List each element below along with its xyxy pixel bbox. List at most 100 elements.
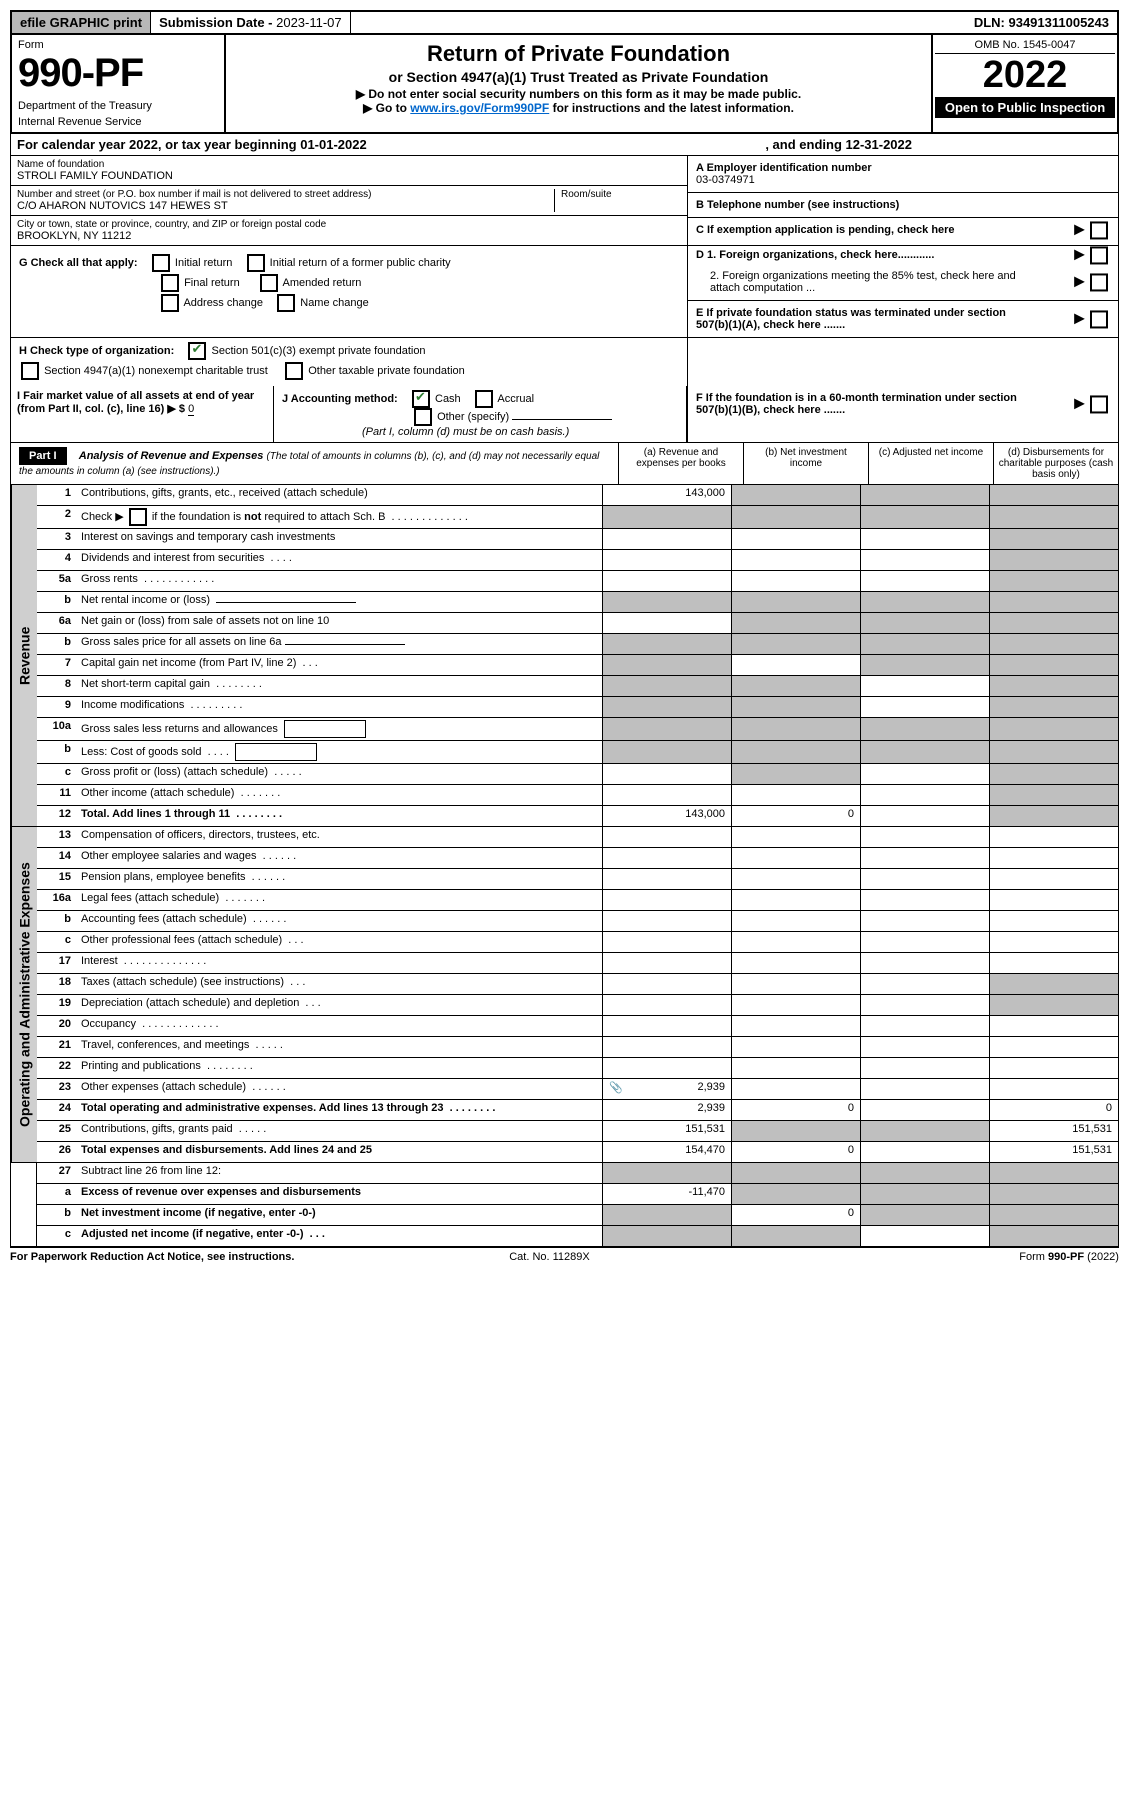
line-desc: Other employee salaries and wages . . . … — [77, 848, 602, 868]
row-11: 11 Other income (attach schedule) . . . … — [37, 785, 1118, 806]
g-address-checkbox[interactable] — [161, 294, 179, 312]
line-desc: Total. Add lines 1 through 11 . . . . . … — [77, 806, 602, 826]
revenue-section: Revenue 1 Contributions, gifts, grants, … — [10, 485, 1119, 827]
g-initial-checkbox[interactable] — [152, 254, 170, 272]
col-b: 0 — [731, 806, 860, 826]
col-a — [602, 848, 731, 868]
form-number: 990-PF — [18, 51, 218, 96]
row-24: 24 Total operating and administrative ex… — [37, 1100, 1118, 1121]
line27-section: 27 Subtract line 26 from line 12: a Exce… — [10, 1163, 1119, 1247]
omb-number: OMB No. 1545-0047 — [935, 37, 1115, 54]
col-a — [602, 613, 731, 633]
instruction-1: ▶ Do not enter social security numbers o… — [232, 87, 925, 101]
line-desc: Check ▶ if the foundation is not require… — [77, 506, 602, 528]
col-a — [602, 995, 731, 1015]
row-10c: c Gross profit or (loss) (attach schedul… — [37, 764, 1118, 785]
col-a: 📎 2,939 — [602, 1079, 731, 1099]
footer-left: For Paperwork Reduction Act Notice, see … — [10, 1251, 294, 1263]
row-16c: c Other professional fees (attach schedu… — [37, 932, 1118, 953]
g-name-checkbox[interactable] — [277, 294, 295, 312]
submission-date-label: Submission Date - — [159, 15, 276, 30]
col-a — [602, 529, 731, 549]
phone-label: B Telephone number (see instructions) — [696, 199, 899, 211]
j-other-checkbox[interactable] — [414, 408, 432, 426]
instr2-pre: ▶ Go to — [363, 101, 410, 115]
h-4947-checkbox[interactable] — [21, 362, 39, 380]
c-checkbox[interactable] — [1090, 222, 1108, 240]
schb-checkbox[interactable] — [129, 508, 147, 526]
col-d — [989, 869, 1118, 889]
col-b — [731, 1121, 860, 1141]
cal-year-begin: For calendar year 2022, or tax year begi… — [17, 137, 367, 152]
col-c — [860, 592, 989, 612]
g-initial-former: Initial return of a former public charit… — [270, 257, 451, 269]
arrow-icon: ▶ — [1074, 394, 1085, 410]
col-d — [989, 592, 1118, 612]
form-title: Return of Private Foundation — [232, 41, 925, 67]
col-c — [860, 634, 989, 654]
calendar-year-row: For calendar year 2022, or tax year begi… — [10, 134, 1119, 156]
col-a — [602, 764, 731, 784]
col-b — [731, 974, 860, 994]
line-desc: Compensation of officers, directors, tru… — [77, 827, 602, 847]
h-other-checkbox[interactable] — [285, 362, 303, 380]
entity-info: Name of foundation STROLI FAMILY FOUNDAT… — [10, 156, 1119, 246]
foundation-name: STROLI FAMILY FOUNDATION — [17, 170, 173, 182]
line-num: a — [37, 1184, 77, 1204]
line-num: 2 — [37, 506, 77, 528]
d2-checkbox[interactable] — [1090, 274, 1108, 292]
e-checkbox[interactable] — [1090, 311, 1108, 329]
address: C/O AHARON NUTOVICS 147 HEWES ST — [17, 200, 371, 212]
line-desc: Net rental income or (loss) — [77, 592, 602, 612]
col-c — [860, 1121, 989, 1141]
col-d: 0 — [989, 1100, 1118, 1120]
f-checkbox[interactable] — [1090, 396, 1108, 414]
col-b — [731, 655, 860, 675]
col-d — [989, 613, 1118, 633]
row-10a: 10a Gross sales less returns and allowan… — [37, 718, 1118, 741]
g-final-checkbox[interactable] — [161, 274, 179, 292]
col-d — [989, 848, 1118, 868]
col-a — [602, 634, 731, 654]
revenue-rows: 1 Contributions, gifts, grants, etc., re… — [37, 485, 1118, 826]
row-5b: b Net rental income or (loss) — [37, 592, 1118, 613]
submission-date-cell: Submission Date - 2023-11-07 — [151, 12, 351, 33]
efile-print-button[interactable]: efile GRAPHIC print — [12, 12, 151, 33]
col-d — [989, 550, 1118, 570]
row-21: 21 Travel, conferences, and meetings . .… — [37, 1037, 1118, 1058]
ein-label: A Employer identification number — [696, 162, 1110, 174]
row-9: 9 Income modifications . . . . . . . . . — [37, 697, 1118, 718]
col-a — [602, 953, 731, 973]
line-desc: Other professional fees (attach schedule… — [77, 932, 602, 952]
i-label: I Fair market value of all assets at end… — [17, 390, 254, 415]
j-cash-checkbox[interactable] — [412, 390, 430, 408]
line-num: b — [37, 1205, 77, 1225]
g-section: G Check all that apply: Initial return I… — [11, 246, 687, 337]
g-name: Name change — [300, 297, 369, 309]
col-c — [860, 1037, 989, 1057]
attachment-icon[interactable]: 📎 — [609, 1082, 623, 1094]
address-row: Number and street (or P.O. box number if… — [11, 186, 687, 216]
form-header: Form 990-PF Department of the Treasury I… — [10, 35, 1119, 134]
g-amended-checkbox[interactable] — [260, 274, 278, 292]
line-num: 25 — [37, 1121, 77, 1141]
g-initial: Initial return — [175, 257, 232, 269]
j-accrual-checkbox[interactable] — [475, 390, 493, 408]
col-a — [602, 932, 731, 952]
i-cell: I Fair market value of all assets at end… — [11, 386, 274, 442]
col-a — [602, 676, 731, 696]
h-501c3-checkbox[interactable] — [188, 342, 206, 360]
col-d — [989, 676, 1118, 696]
d1-checkbox[interactable] — [1090, 247, 1108, 265]
col-a: 151,531 — [602, 1121, 731, 1141]
f-label: F If the foundation is in a 60-month ter… — [696, 392, 1036, 416]
col-c — [860, 1205, 989, 1225]
line-desc: Depreciation (attach schedule) and deple… — [77, 995, 602, 1015]
line-desc: Dividends and interest from securities .… — [77, 550, 602, 570]
g-initial-former-checkbox[interactable] — [247, 254, 265, 272]
col-a — [602, 890, 731, 910]
line-num: 3 — [37, 529, 77, 549]
col-a: 154,470 — [602, 1142, 731, 1162]
top-bar: efile GRAPHIC print Submission Date - 20… — [10, 10, 1119, 35]
form990pf-link[interactable]: www.irs.gov/Form990PF — [410, 101, 549, 115]
